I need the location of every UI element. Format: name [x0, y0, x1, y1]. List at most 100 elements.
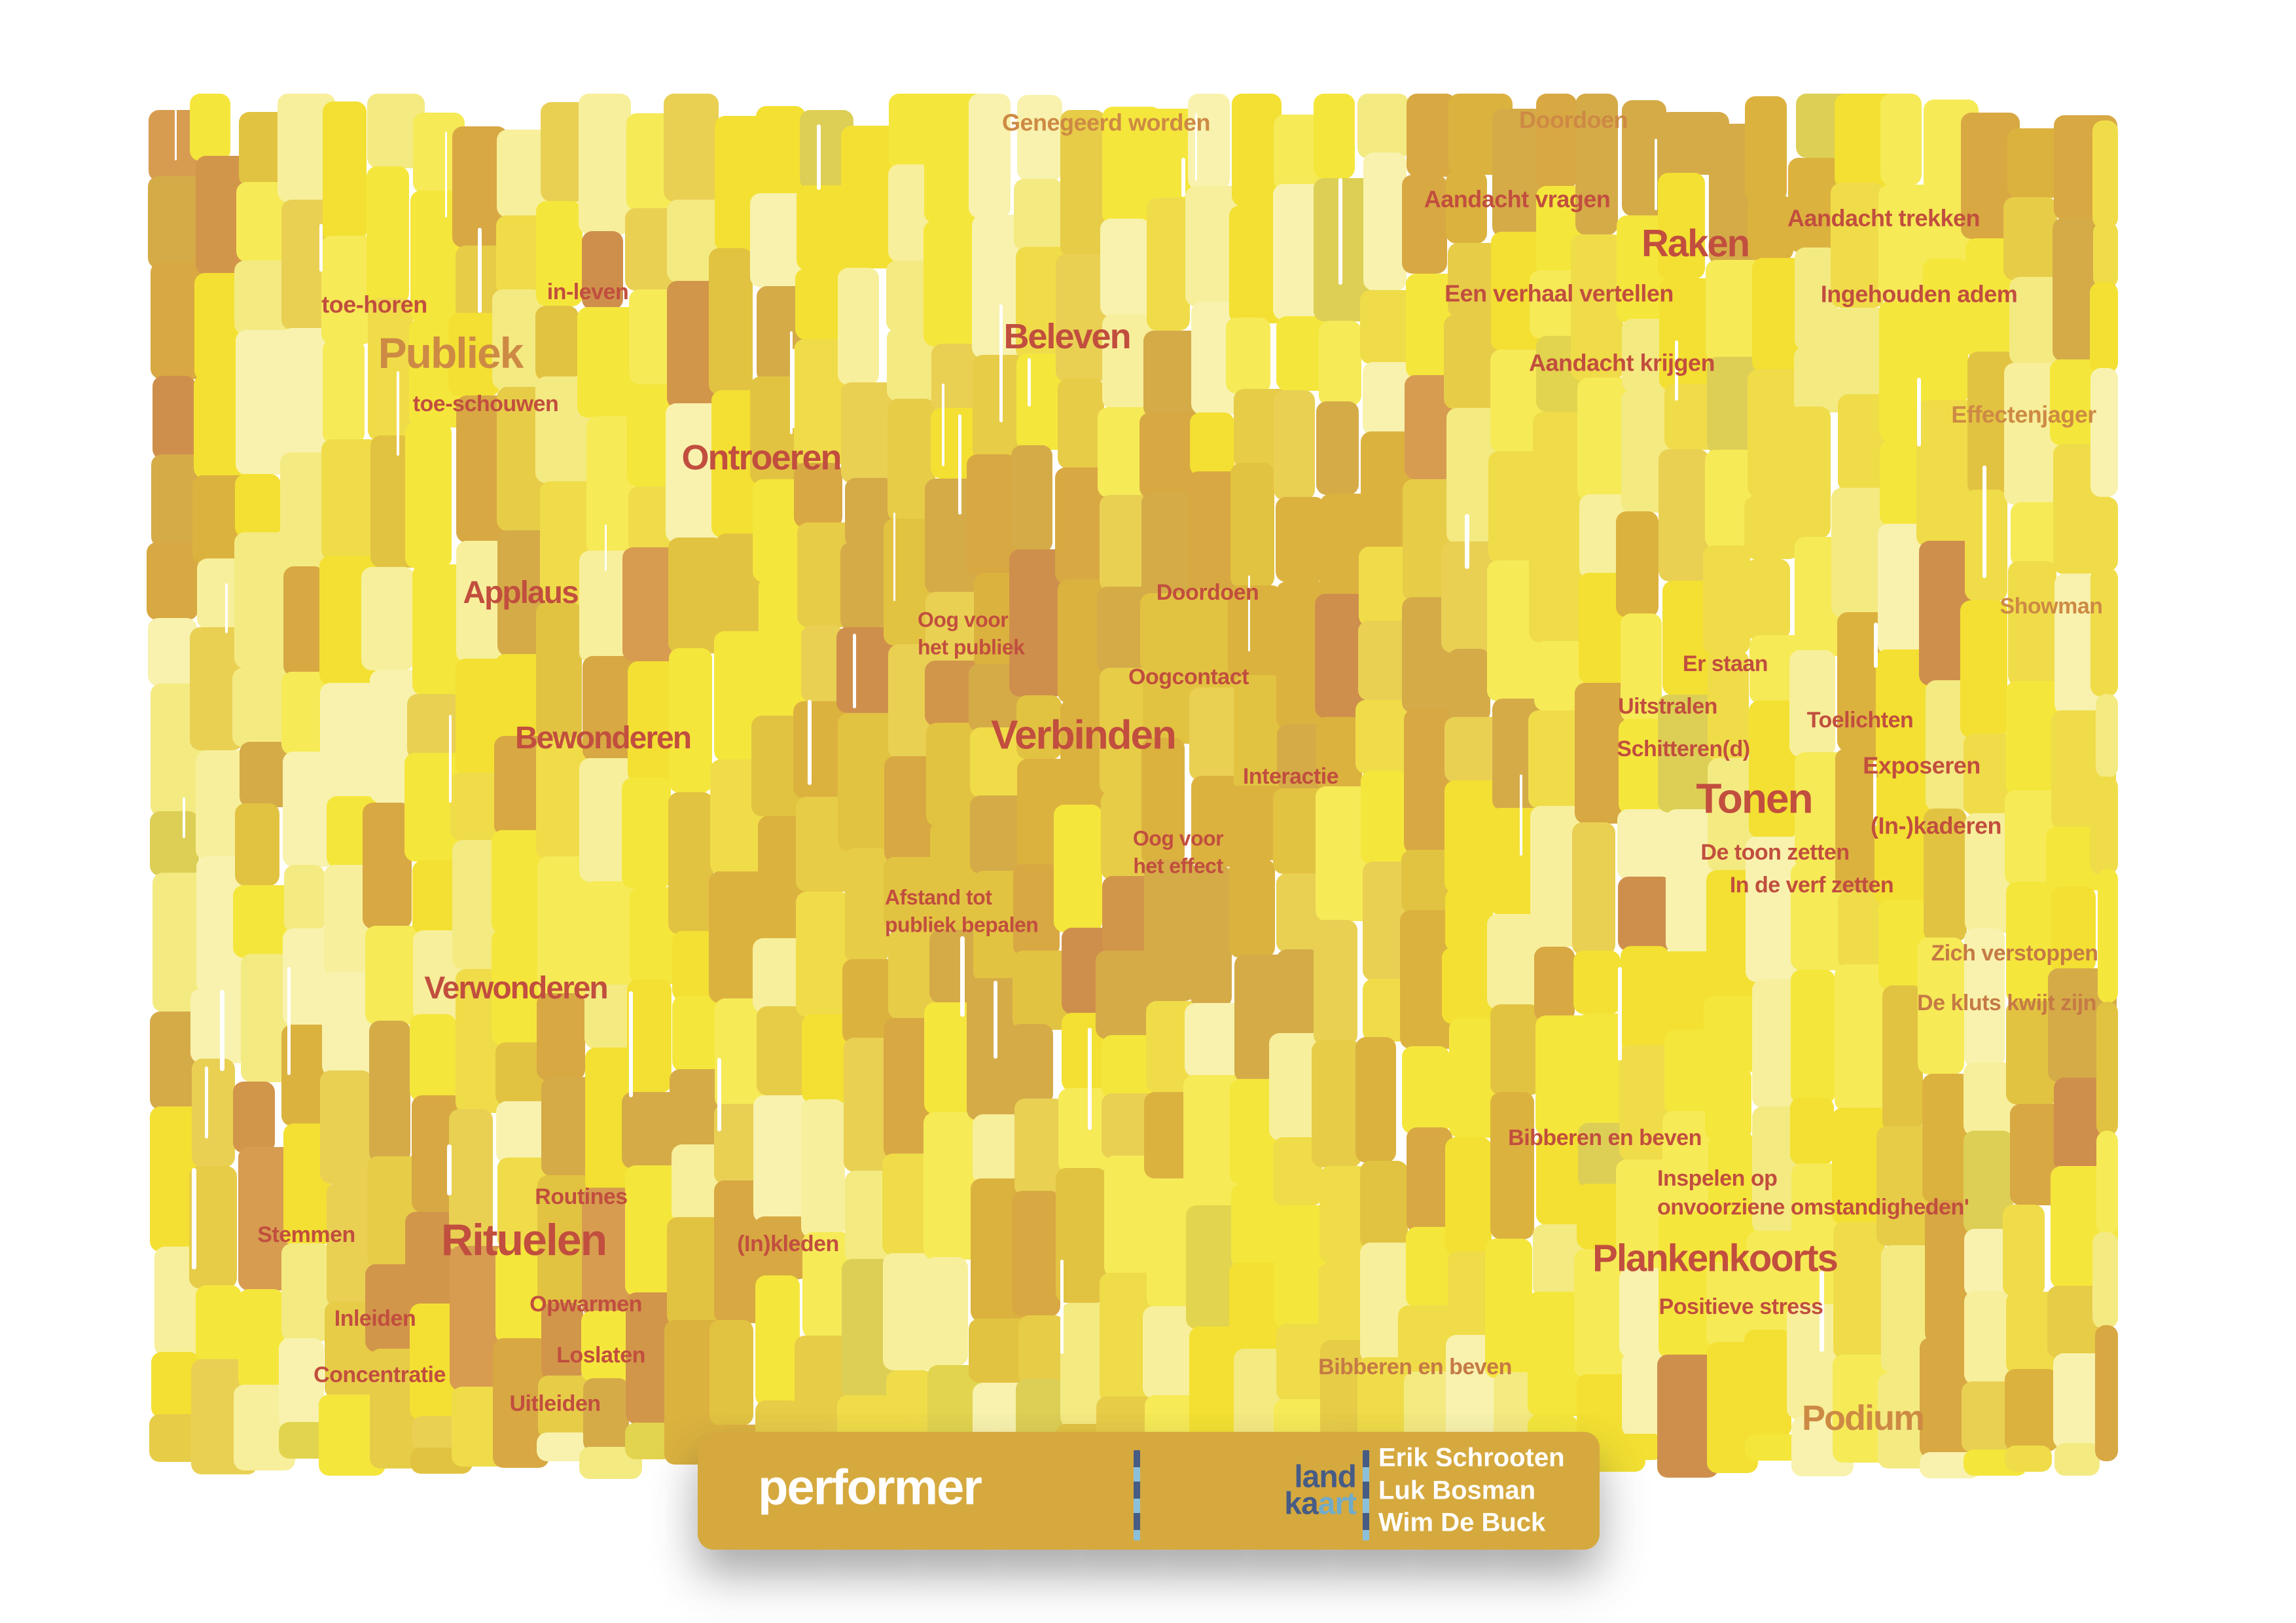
mosaic-tile [1010, 1023, 1054, 1104]
mosaic-seam [1675, 340, 1679, 401]
mosaic-tile [1319, 320, 1361, 406]
map-word-aandacht-trekken: Aandacht trekken [1787, 204, 1981, 232]
mosaic-tile [1620, 613, 1662, 723]
mosaic-tile [2092, 1231, 2118, 1328]
mosaic-tile [1535, 94, 1577, 189]
map-word-toe-schouwen: toe-schouwen [412, 391, 559, 416]
mosaic-tile [1616, 1434, 1664, 1461]
mosaic-tile [1276, 497, 1325, 582]
mosaic-tile [1703, 545, 1751, 655]
map-word-afstand-tot-publiek-bepalen: Afstand tot publiek bepalen [885, 885, 1039, 936]
mosaic-tile [405, 422, 452, 568]
map-word-loslaten: Loslaten [556, 1342, 645, 1368]
logo-word-land: land [1294, 1459, 1357, 1495]
mosaic-tile [2007, 561, 2056, 687]
map-word-raken: Raken [1641, 222, 1750, 265]
map-word-inleiden: Inleiden [334, 1305, 416, 1331]
mosaic-tile [1057, 378, 1104, 469]
mosaic-seam [1873, 623, 1878, 668]
mosaic-seam [717, 1058, 722, 1132]
mosaic-seam [224, 583, 228, 634]
mosaic-tile [1573, 951, 1621, 1014]
map-word-exposeren: Exposeren [1863, 752, 1981, 779]
mosaic-tile [1316, 716, 1362, 792]
logo-word-kaart: kaart [1230, 1489, 1357, 1520]
mosaic-tile [323, 338, 365, 444]
mosaic-tile [146, 541, 198, 621]
mosaic-background [146, 94, 2118, 1480]
map-word-uitleiden: Uitleiden [509, 1391, 601, 1416]
mosaic-tile [837, 268, 880, 385]
mosaic-tile [1787, 407, 1831, 539]
mosaic-seam [808, 700, 812, 785]
map-word-doordoen-top: Doordoen [1519, 106, 1628, 134]
mosaic-seam [1982, 465, 1987, 579]
mosaic-tile [1316, 401, 1359, 495]
mosaic-tile [1923, 258, 1968, 405]
mosaic-seam [1519, 775, 1523, 856]
mosaic-tile [1312, 1040, 1361, 1168]
mosaic-tile [1313, 920, 1358, 1046]
map-word-aandacht-vragen: Aandacht vragen [1424, 185, 1611, 213]
mosaic-tile [1230, 462, 1274, 588]
mosaic-tile [1746, 558, 1791, 640]
map-word-oogcontact: Oogcontact [1128, 664, 1249, 689]
map-word-bibberen-en-beven-2: Bibberen en beven [1318, 1354, 1512, 1379]
mosaic-tile [280, 452, 330, 572]
mosaic-tile [668, 537, 724, 654]
mosaic-tile [2095, 496, 2118, 572]
map-word-een-verhaal-vertellen: Een verhaal vertellen [1444, 280, 1674, 307]
map-word-ingehouden-adem: Ingehouden adem [1820, 280, 2018, 308]
mosaic-tile [1882, 985, 1923, 1131]
mosaic-tile [1534, 946, 1575, 1022]
mosaic-tile [1274, 390, 1315, 500]
mosaic-tile [1918, 938, 1964, 1075]
mosaic-tile [234, 803, 279, 886]
mosaic-tile [1360, 1161, 1408, 1249]
mosaic-seam [1338, 177, 1342, 285]
mosaic-tile [319, 1070, 372, 1184]
mosaic-tile [967, 454, 1016, 576]
mosaic-tile [1146, 197, 1190, 331]
map-word-concentratie: Concentratie [314, 1362, 446, 1387]
map-word-genegeerd-worden: Genegeerd worden [1001, 109, 1211, 136]
mosaic-tile [1190, 412, 1234, 477]
mosaic-tile [709, 1319, 754, 1425]
mosaic-seam [604, 524, 607, 572]
mosaic-tile [1791, 969, 1835, 1104]
mosaic-tile [2093, 221, 2118, 288]
mosaic-tile [492, 289, 543, 390]
map-word-in-kaderen: (In-)kaderen [1870, 812, 2002, 839]
map-word-publiek: Publiek [378, 329, 524, 378]
mosaic-seam [1617, 966, 1623, 1061]
mosaic-tile [668, 792, 713, 934]
mosaic-tile [1618, 718, 1664, 814]
mosaic-seam [628, 991, 633, 1098]
mosaic-tile [800, 1099, 846, 1238]
mosaic-seam [994, 981, 997, 1059]
mosaic-tile [1188, 94, 1230, 190]
mosaic-tile [283, 566, 325, 676]
mosaic-tile [2090, 567, 2118, 697]
mosaic-tile [2095, 1324, 2118, 1461]
mosaic-seam [853, 634, 856, 708]
mosaic-tile [708, 248, 753, 395]
footer-bar: performer land kaart Erik Schrooten Luk … [698, 1432, 1600, 1550]
mosaic-tile [1101, 1034, 1155, 1099]
mosaic-tile [1444, 1137, 1492, 1254]
mosaic-tile [319, 682, 378, 799]
mosaic-seam [1195, 113, 1198, 181]
mosaic-tile [1016, 95, 1063, 181]
mosaic-tile [1355, 1037, 1397, 1163]
map-word-plankenkoorts: Plankenkoorts [1592, 1237, 1839, 1280]
mosaic-tile [2005, 1369, 2058, 1451]
mosaic-tile [1018, 1315, 1065, 1385]
map-word-bibberen-en-beven-1: Bibberen en beven [1508, 1125, 1702, 1150]
author-name: Erik Schrooten [1378, 1443, 1565, 1472]
mosaic-tile [448, 313, 501, 396]
map-word-showman: Showman [2000, 593, 2103, 619]
mosaic-seam [1248, 575, 1251, 652]
mosaic-tile [1355, 699, 1410, 775]
mosaic-seam [1465, 513, 1469, 570]
